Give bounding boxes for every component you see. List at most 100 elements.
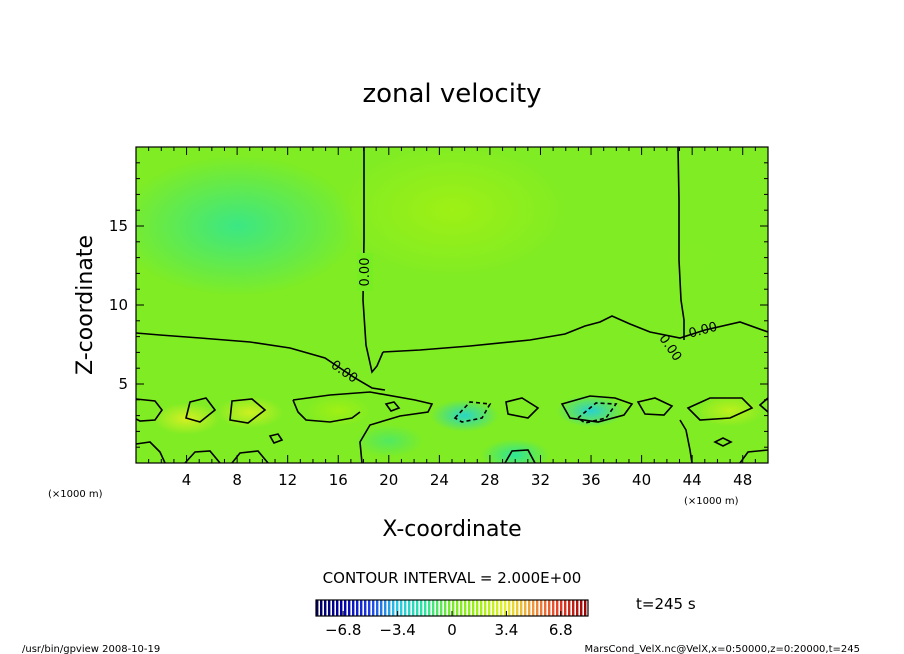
footer-right: MarsCond_VelX.nc@VelX,x=0:50000,z=0:2000… <box>584 644 860 654</box>
colorbar-cell <box>420 600 423 616</box>
field-blob <box>304 394 373 427</box>
zero-contour-ridge <box>382 315 768 353</box>
colorbar-cell <box>356 600 359 616</box>
zero-contour-cell-a <box>136 398 163 422</box>
x-tick-label: 12 <box>278 471 297 489</box>
zero-contour-right-edge <box>758 397 768 413</box>
colorbar-cell <box>412 600 415 616</box>
zero-contour-bottom-c <box>504 449 536 463</box>
colorbar-cell <box>520 600 523 616</box>
zero-contour-small-cell <box>268 433 284 444</box>
colorbar-cell <box>388 600 391 616</box>
colorbar-tick-label: 6.8 <box>549 621 573 639</box>
negative-contour-2 <box>576 402 618 424</box>
colorbar-cell <box>324 600 327 616</box>
colorbar-cell <box>564 600 567 616</box>
colorbar-cell <box>456 600 459 616</box>
colorbar-cell <box>540 600 543 616</box>
contour-lines <box>136 147 768 463</box>
colorbar-cell <box>444 600 447 616</box>
x-tick-label: 28 <box>480 471 499 489</box>
colorbar-cell <box>332 600 335 616</box>
zero-contour-vertical-left <box>362 147 384 374</box>
colorbar-cell <box>516 600 519 616</box>
x-tick-label: 32 <box>531 471 550 489</box>
colorbar-cell <box>584 600 587 616</box>
colorbar-cell <box>376 600 379 616</box>
chart-title: zonal velocity <box>362 79 541 109</box>
colorbar-cell <box>536 600 539 616</box>
colorbar-tick-label: 0 <box>447 621 457 639</box>
field-blob <box>430 399 499 432</box>
negative-contour-1 <box>453 401 492 423</box>
zero-contour-bottom-left <box>136 441 166 463</box>
x-tick-label: 36 <box>581 471 600 489</box>
colorbar-cell <box>404 600 407 616</box>
colorbar-cell <box>348 600 351 616</box>
colorbar-cell <box>320 600 323 616</box>
colorbar-cell <box>344 600 347 616</box>
zero-contour-vertical-right <box>677 147 685 340</box>
x-tick-label: 44 <box>683 471 702 489</box>
colorbar-cell <box>552 600 555 616</box>
colorbar-cell <box>532 600 535 616</box>
colorbar: −6.8 −3.4 0 3.4 6.8 <box>315 599 589 639</box>
colorbar-cell <box>396 600 399 616</box>
colorbar-cell <box>472 600 475 616</box>
y-tick-label: 15 <box>109 217 128 235</box>
colorbar-cell <box>548 600 551 616</box>
colorbar-cell <box>524 600 527 616</box>
colorbar-cell <box>476 600 479 616</box>
colorbar-tick-label: −3.4 <box>379 621 415 639</box>
colorbar-cell <box>480 600 483 616</box>
zero-contour-cell-d <box>292 391 434 463</box>
colorbar-cell <box>512 600 515 616</box>
colorbar-cell <box>488 600 491 616</box>
time-label: t=245 s <box>636 595 696 613</box>
x-unit-label-left: (×1000 m) <box>48 489 103 500</box>
zero-contour-bottom-b <box>231 450 269 463</box>
colorbar-cell <box>492 600 495 616</box>
colorbar-cell <box>504 600 507 616</box>
zero-contour-cell-i <box>686 397 754 421</box>
colorbar-cell <box>384 600 387 616</box>
y-axis-ticks: 5 10 15 <box>109 162 768 448</box>
zero-contour-cell-c <box>229 398 267 424</box>
colorbar-tick-label: −6.8 <box>325 621 361 639</box>
colorbar-cell <box>496 600 499 616</box>
colorbar-cell <box>416 600 419 616</box>
colorbar-cell <box>364 600 367 616</box>
contour-label-vertical: 0.00 <box>358 258 373 287</box>
colorbar-cell <box>460 600 463 616</box>
colorbar-cell <box>452 600 455 616</box>
x-tick-label: 48 <box>733 471 752 489</box>
colorbar-cell <box>336 600 339 616</box>
colorbar-cell <box>400 600 403 616</box>
colorbar-cell <box>528 600 531 616</box>
zero-contour-cell-h <box>636 397 674 416</box>
y-tick-label: 10 <box>109 296 128 314</box>
colorbar-tick-label: 3.4 <box>494 621 518 639</box>
colorbar-cell <box>464 600 467 616</box>
field-blob <box>332 147 572 281</box>
colorbar-cell <box>392 600 395 616</box>
colorbar-cell <box>572 600 575 616</box>
y-tick-label: 5 <box>118 375 128 393</box>
contour-interval-text: CONTOUR INTERVAL = 2.000E+00 <box>323 569 582 587</box>
colorbar-cell <box>368 600 371 616</box>
colorbar-gradient <box>316 600 587 616</box>
colorbar-cell <box>576 600 579 616</box>
colorbar-cell <box>580 600 583 616</box>
colorbar-cell <box>432 600 435 616</box>
contour-label-right-upper: 0.00 <box>687 320 719 342</box>
colorbar-ticks: −6.8 −3.4 0 3.4 6.8 <box>325 611 573 639</box>
field-blob <box>481 439 550 463</box>
x-tick-label: 24 <box>430 471 449 489</box>
zero-contour-cell-f <box>505 397 540 419</box>
footer-left: /usr/bin/gpview 2008-10-19 <box>22 644 160 654</box>
velocity-field <box>136 147 768 463</box>
colorbar-cell <box>340 600 343 616</box>
colorbar-cell <box>316 600 319 616</box>
colorbar-cell <box>380 600 383 616</box>
